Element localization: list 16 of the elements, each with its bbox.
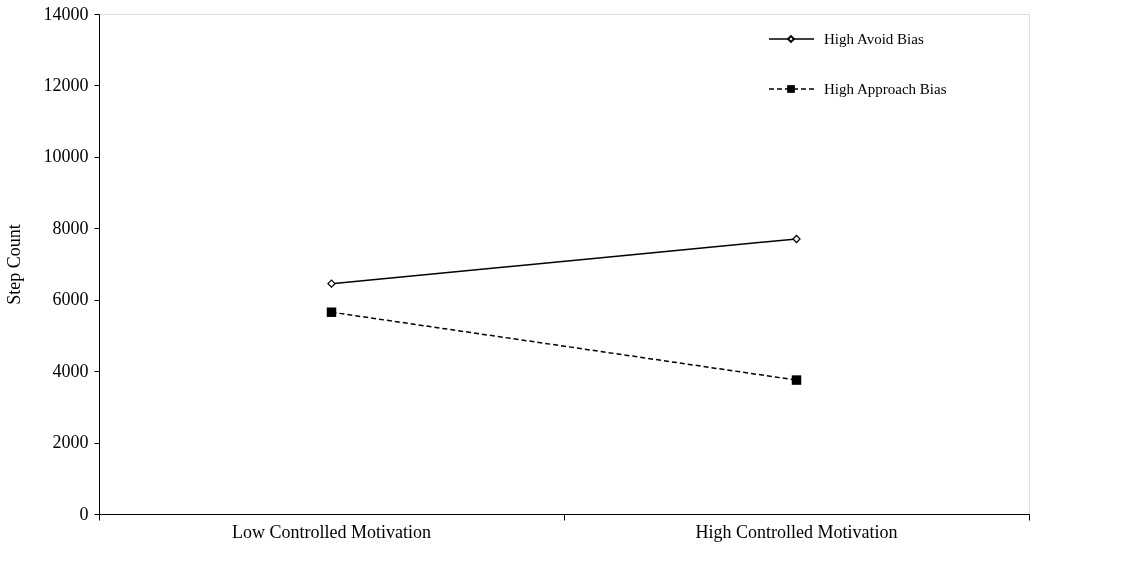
point <box>791 375 802 385</box>
y-tick-label: 10000 <box>43 146 89 167</box>
point <box>327 279 336 288</box>
legend-label: High Avoid Bias <box>824 31 924 47</box>
x-tick-label: Low Controlled Motivation <box>232 522 431 542</box>
y-tick-label: 6000 <box>52 289 89 310</box>
point <box>326 307 337 317</box>
y-tick-label: 14000 <box>43 3 89 24</box>
y-axis-title: Step Count <box>3 224 24 305</box>
y-tick-label: 0 <box>79 503 89 524</box>
y-tick-label: 4000 <box>52 360 89 381</box>
x-tick-label: High Controlled Motivation <box>695 522 898 542</box>
legend-label: High Approach Bias <box>824 81 947 97</box>
y-tick-label: 8000 <box>52 217 89 238</box>
y-tick-label: 12000 <box>43 74 89 95</box>
y-tick-label: 2000 <box>52 432 89 453</box>
